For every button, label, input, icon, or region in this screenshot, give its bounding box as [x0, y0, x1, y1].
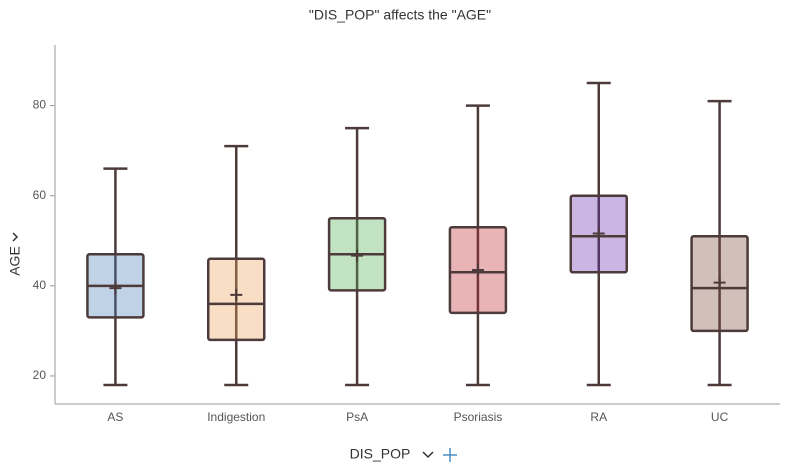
- y-axis-chevron[interactable]: [12, 232, 19, 242]
- x-tick-label: RA: [590, 410, 607, 424]
- mean-marker: [713, 276, 726, 289]
- mean-marker: [471, 264, 484, 277]
- y-axis-title[interactable]: AGE: [7, 246, 23, 276]
- mean-marker: [351, 249, 364, 262]
- mean-marker: [109, 282, 122, 295]
- y-tick-label: 80: [33, 98, 47, 112]
- y-axis-title-group: AGE: [7, 232, 23, 276]
- add-button[interactable]: [443, 448, 457, 462]
- x-tick-label: PsA: [346, 410, 368, 424]
- mean-marker: [230, 288, 243, 301]
- x-tick-label: UC: [711, 410, 729, 424]
- x-tick-label: AS: [107, 410, 123, 424]
- x-axis-title[interactable]: DIS_POP: [350, 446, 411, 462]
- x-axis-chevron[interactable]: [422, 451, 434, 459]
- y-tick-label: 40: [33, 278, 47, 292]
- y-tick-label: 20: [33, 368, 47, 382]
- x-tick-label: Indigestion: [207, 410, 265, 424]
- x-tick-label: Psoriasis: [454, 410, 503, 424]
- chart-title: "DIS_POP" affects the "AGE": [309, 7, 491, 23]
- y-tick-label: 60: [33, 188, 47, 202]
- mean-marker: [592, 227, 605, 240]
